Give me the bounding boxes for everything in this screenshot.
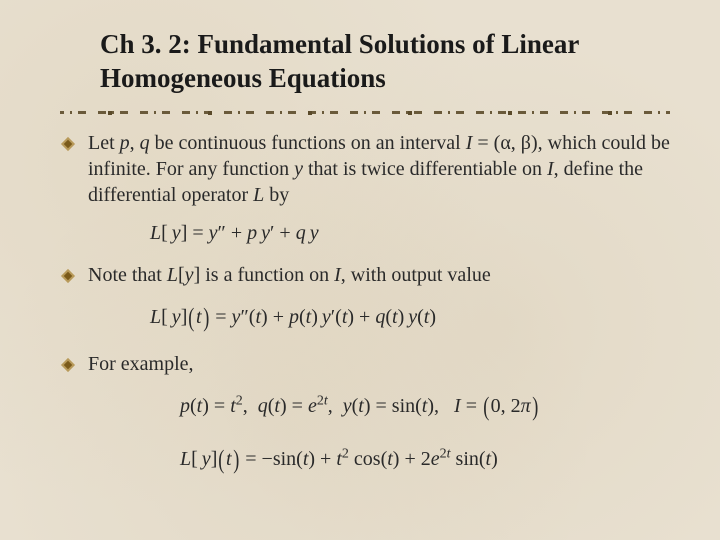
bullet-icon: [60, 268, 78, 286]
title-divider: [60, 110, 670, 116]
bullet-1-text: Let p, q be continuous functions on an i…: [88, 130, 670, 208]
bullet-3-text: For example,: [88, 351, 194, 377]
formula-1: L[ y] = y″ + p y′ + q y: [150, 218, 670, 248]
formula-3a: p(t) = t2, q(t) = e2t, y(t) = sin(t), I …: [180, 387, 670, 426]
slide-title: Ch 3. 2: Fundamental Solutions of Linear…: [100, 28, 670, 96]
bullet-icon: [60, 136, 78, 154]
formula-2: L[ y](t) = y″(t) + p(t) y′(t) + q(t) y(t…: [150, 298, 670, 337]
bullet-3: For example,: [60, 351, 670, 377]
bullet-2: Note that L[y] is a function on I, with …: [60, 262, 670, 288]
formula-3b: L[ y](t) = −sin(t) + t2 cos(t) + 2e2t si…: [180, 440, 670, 479]
bullet-2-text: Note that L[y] is a function on I, with …: [88, 262, 491, 288]
formula-3: p(t) = t2, q(t) = e2t, y(t) = sin(t), I …: [180, 387, 670, 479]
bullet-icon: [60, 357, 78, 375]
bullet-1: Let p, q be continuous functions on an i…: [60, 130, 670, 208]
